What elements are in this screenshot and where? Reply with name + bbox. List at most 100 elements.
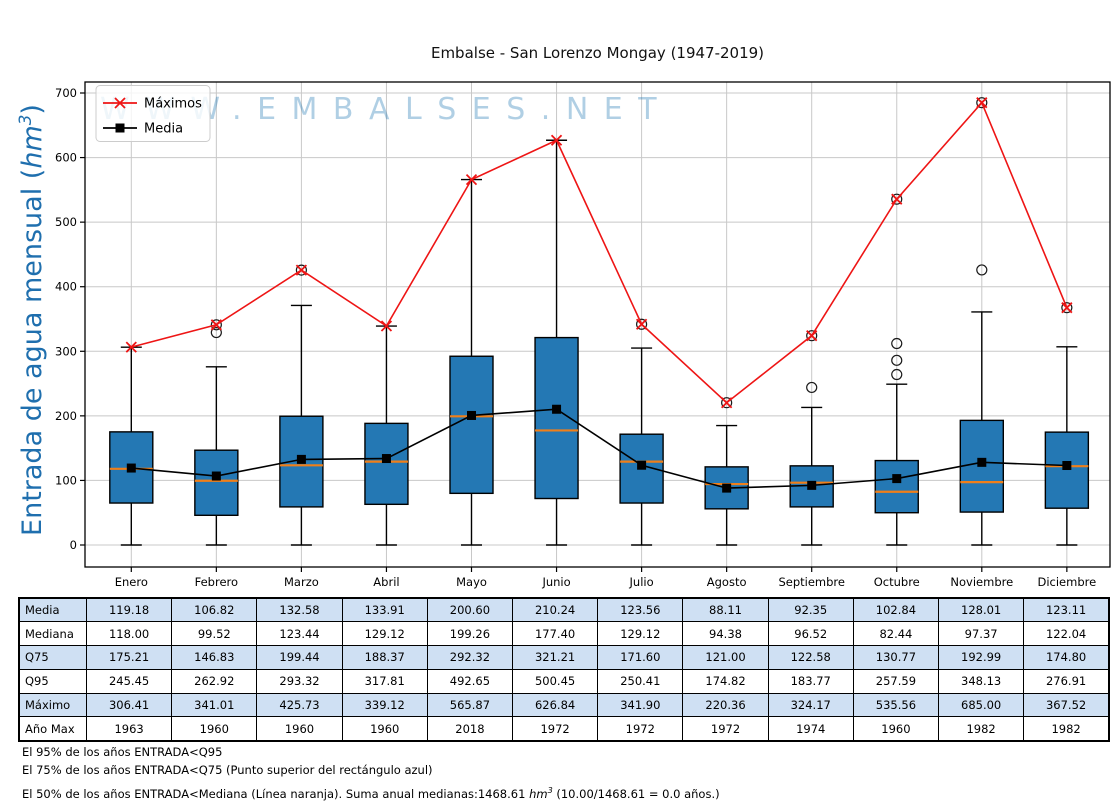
table-cell: 174.80 (1023, 645, 1110, 670)
outlier-circle (806, 381, 818, 394)
media-marker-square (977, 457, 987, 467)
y-tick-label: 200 (55, 409, 77, 423)
table-cell: 102.84 (852, 597, 940, 623)
maximos-marker-x (1061, 302, 1073, 314)
table-cell: 367.52 (1023, 692, 1110, 718)
media-marker-square (1062, 461, 1072, 471)
table-cell: 88.11 (682, 597, 769, 623)
media-marker-square (552, 404, 562, 414)
maximos-marker-x (210, 319, 222, 331)
table-cell: 123.44 (256, 621, 343, 647)
table-cell: 99.52 (171, 621, 258, 647)
media-marker-square (637, 460, 647, 470)
table-cell: 1960 (171, 716, 258, 742)
table-row-label: Mediana (18, 621, 87, 647)
y-tick-label: 500 (55, 215, 77, 229)
footnotes: El 95% de los años ENTRADA<Q95 El 75% de… (22, 743, 720, 803)
table-cell: 122.04 (1023, 621, 1110, 647)
table-cell: 2018 (426, 716, 514, 742)
plot-frame (84, 81, 1111, 568)
table-cell: 348.13 (938, 668, 1025, 694)
table-cell: 82.44 (852, 621, 940, 647)
footnote-line-1: El 95% de los años ENTRADA<Q95 (22, 745, 223, 759)
maximos-marker-x (295, 264, 308, 276)
footnote-unit-exponent: 3 (547, 786, 553, 795)
maximos-marker-x (721, 397, 733, 409)
table-cell: 220.36 (682, 692, 769, 718)
legend-media-marker (115, 123, 125, 133)
media-marker-square (211, 471, 221, 481)
y-axis-unit-exponent: 3 (15, 114, 35, 126)
table-row-label: Media (18, 597, 87, 623)
table-cell: 94.38 (682, 621, 769, 647)
footnote-unit: hm (529, 786, 548, 801)
table-row-q95: Q95 245.45 262.92 293.32 317.81 492.65 500.45 2… (18, 668, 1110, 694)
x-tick-label: Octubre (874, 575, 920, 589)
table-cell: 188.37 (341, 645, 428, 670)
maximos-marker-x (465, 173, 478, 186)
media-marker-square (126, 463, 136, 473)
table-cell: 106.82 (171, 597, 258, 623)
x-tick-label: Febrero (195, 575, 238, 589)
table-cell: 96.52 (767, 621, 854, 647)
stats-table: Media 119.18 106.82 132.58 133.91 200.60 210.2… (18, 597, 1110, 742)
table-cell: 1960 (341, 716, 428, 742)
footnote-line-3-text: El 50% de los años ENTRADA<Mediana (Líne… (22, 786, 530, 801)
table-cell: 245.45 (85, 668, 173, 694)
table-row-media: Media 119.18 106.82 132.58 133.91 200.60 210.2… (18, 597, 1110, 623)
x-tick-label: Marzo (284, 575, 319, 589)
table-cell: 262.92 (171, 668, 258, 694)
table-cell: 175.21 (85, 645, 173, 670)
table-cell: 1960 (256, 716, 343, 742)
table-cell: 118.00 (85, 621, 173, 647)
y-axis-unit: hm (17, 125, 48, 169)
table-cell: 1982 (938, 716, 1025, 742)
table-row-label: Máximo (18, 692, 87, 718)
table-cell: 183.77 (767, 668, 854, 694)
box-diciembre (1044, 431, 1090, 509)
y-axis-label: Entrada de agua mensual (hm3) (15, 70, 48, 570)
media-marker-square (296, 454, 306, 464)
table-cell: 565.87 (426, 692, 514, 718)
maximos-marker-x (380, 320, 393, 332)
table-cell: 685.00 (938, 692, 1025, 718)
y-tick-label: 600 (55, 151, 77, 165)
maximos-marker-x (550, 134, 563, 146)
table-cell: 324.17 (767, 692, 854, 718)
table-cell: 129.12 (341, 621, 428, 647)
table-cell: 92.35 (767, 597, 854, 623)
footnote-line-3-tail: (10.00/1468.61 = 0.0 años.) (552, 786, 720, 801)
box-mayo (449, 355, 494, 495)
x-tick-label: Noviembre (950, 575, 1013, 589)
outlier-circle (976, 264, 988, 276)
y-tick-label: 700 (55, 86, 77, 100)
media-marker-square (892, 474, 902, 484)
table-cell: 192.99 (938, 645, 1025, 670)
y-axis-label-text: Entrada de agua mensual ( (17, 168, 48, 536)
y-tick-label: 0 (70, 538, 77, 552)
table-cell: 293.32 (256, 668, 343, 694)
table-row-label: Q95 (18, 668, 87, 694)
table-cell: 1982 (1023, 716, 1110, 742)
table-cell: 210.24 (512, 597, 599, 623)
table-row-label: Año Max (18, 716, 87, 742)
x-tick-label: Diciembre (1037, 575, 1096, 589)
outlier-circle (891, 337, 903, 350)
table-cell: 535.56 (852, 692, 940, 718)
outlier-circle (891, 354, 903, 366)
table-cell: 250.41 (597, 668, 684, 694)
table-cell: 177.40 (512, 621, 599, 647)
x-tick-label: Julio (629, 575, 654, 589)
y-axis-label-close: ) (17, 104, 48, 115)
x-tick-label: Agosto (707, 575, 747, 589)
table-cell: 1963 (85, 716, 173, 742)
table-cell: 199.26 (426, 621, 514, 647)
table-row-q75: Q75 175.21 146.83 199.44 188.37 292.32 321.21 1… (18, 645, 1110, 670)
table-cell: 121.00 (682, 645, 769, 670)
box-junio (534, 336, 579, 500)
media-marker-square (381, 454, 391, 464)
media-marker-square (722, 483, 732, 493)
table-cell: 425.73 (256, 692, 343, 718)
table-cell: 257.59 (852, 668, 940, 694)
